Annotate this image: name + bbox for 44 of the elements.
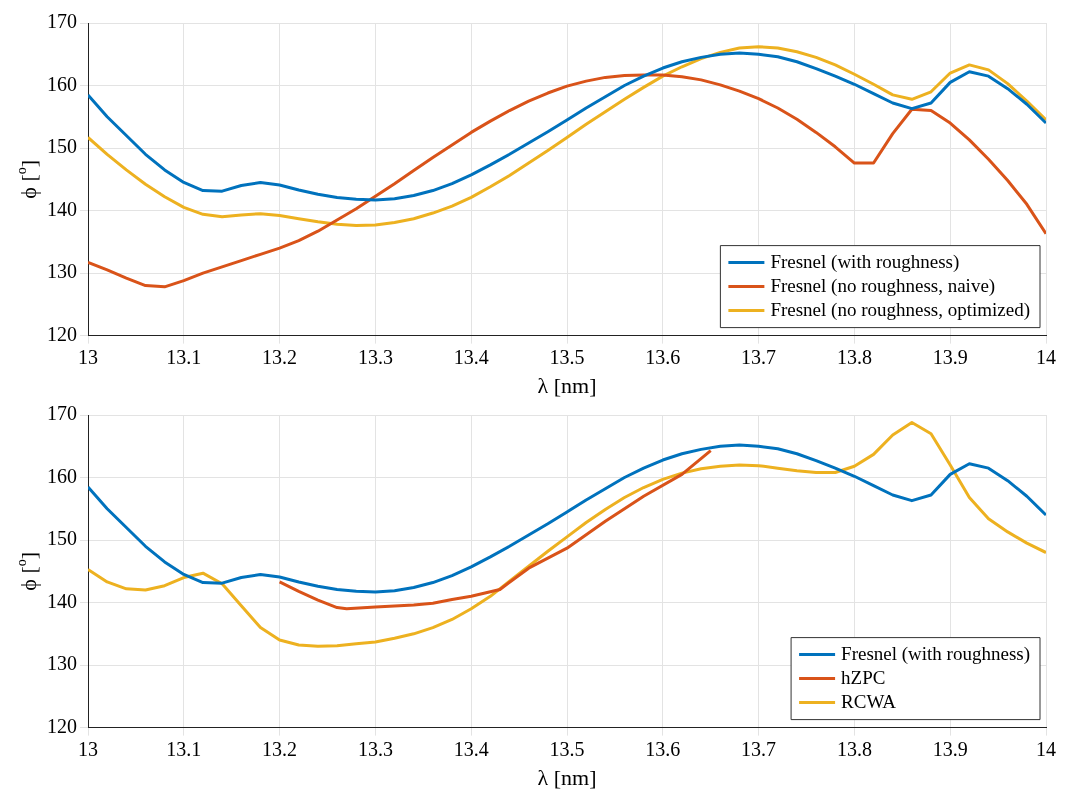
y-tick-label: 160 — [47, 464, 77, 487]
x-tick-label: 13.7 — [741, 345, 777, 368]
y-tick-label: 130 — [47, 260, 77, 283]
x-tick-label: 13.8 — [836, 737, 872, 760]
x-tick-label: 13 — [78, 345, 98, 368]
x-tick-label: 13.3 — [357, 737, 393, 760]
y-axis-title: ϕ [o] — [13, 551, 41, 591]
x-tick-label: 13 — [78, 737, 98, 760]
y-tick-label: 150 — [47, 527, 77, 550]
y-tick-label: 120 — [47, 322, 77, 345]
x-tick-label: 13.7 — [741, 737, 777, 760]
legend-label: hZPC — [841, 666, 886, 688]
y-tick-label: 150 — [47, 135, 77, 158]
x-tick-label: 13.1 — [166, 737, 202, 760]
x-tick-label: 13.3 — [357, 345, 393, 368]
x-tick-label: 13.9 — [932, 737, 968, 760]
x-tick-label: 13.8 — [836, 345, 872, 368]
legend-label: Fresnel (with roughness) — [841, 642, 1031, 665]
x-tick-label: 14 — [1036, 737, 1056, 760]
y-tick-label: 140 — [47, 197, 77, 220]
x-tick-label: 13.4 — [453, 345, 489, 368]
legend-label: Fresnel (no roughness, naive) — [770, 274, 996, 297]
legend-label: Fresnel (with roughness) — [770, 250, 960, 273]
legend-label: Fresnel (no roughness, optimized) — [770, 298, 1031, 321]
y-tick-label: 140 — [47, 589, 77, 612]
y-tick-label: 170 — [47, 402, 77, 425]
y-tick-label: 120 — [47, 714, 77, 737]
y-tick-label: 130 — [47, 652, 77, 675]
y-tick-label: 170 — [47, 10, 77, 33]
x-axis-title: λ [nm] — [537, 764, 597, 790]
y-axis-title: ϕ [o] — [13, 159, 41, 199]
x-tick-label: 13.1 — [166, 345, 202, 368]
x-tick-label: 13.2 — [262, 737, 298, 760]
x-axis-title: λ [nm] — [537, 372, 597, 398]
x-tick-label: 13.5 — [549, 737, 585, 760]
x-tick-label: 13.9 — [932, 345, 968, 368]
y-tick-label: 160 — [47, 72, 77, 95]
x-tick-label: 13.4 — [453, 737, 489, 760]
x-tick-label: 13.6 — [645, 345, 681, 368]
x-tick-label: 13.2 — [262, 345, 298, 368]
x-tick-label: 13.6 — [645, 737, 681, 760]
x-tick-label: 14 — [1036, 345, 1056, 368]
legend-label: RCWA — [841, 690, 897, 712]
x-tick-label: 13.5 — [549, 345, 585, 368]
